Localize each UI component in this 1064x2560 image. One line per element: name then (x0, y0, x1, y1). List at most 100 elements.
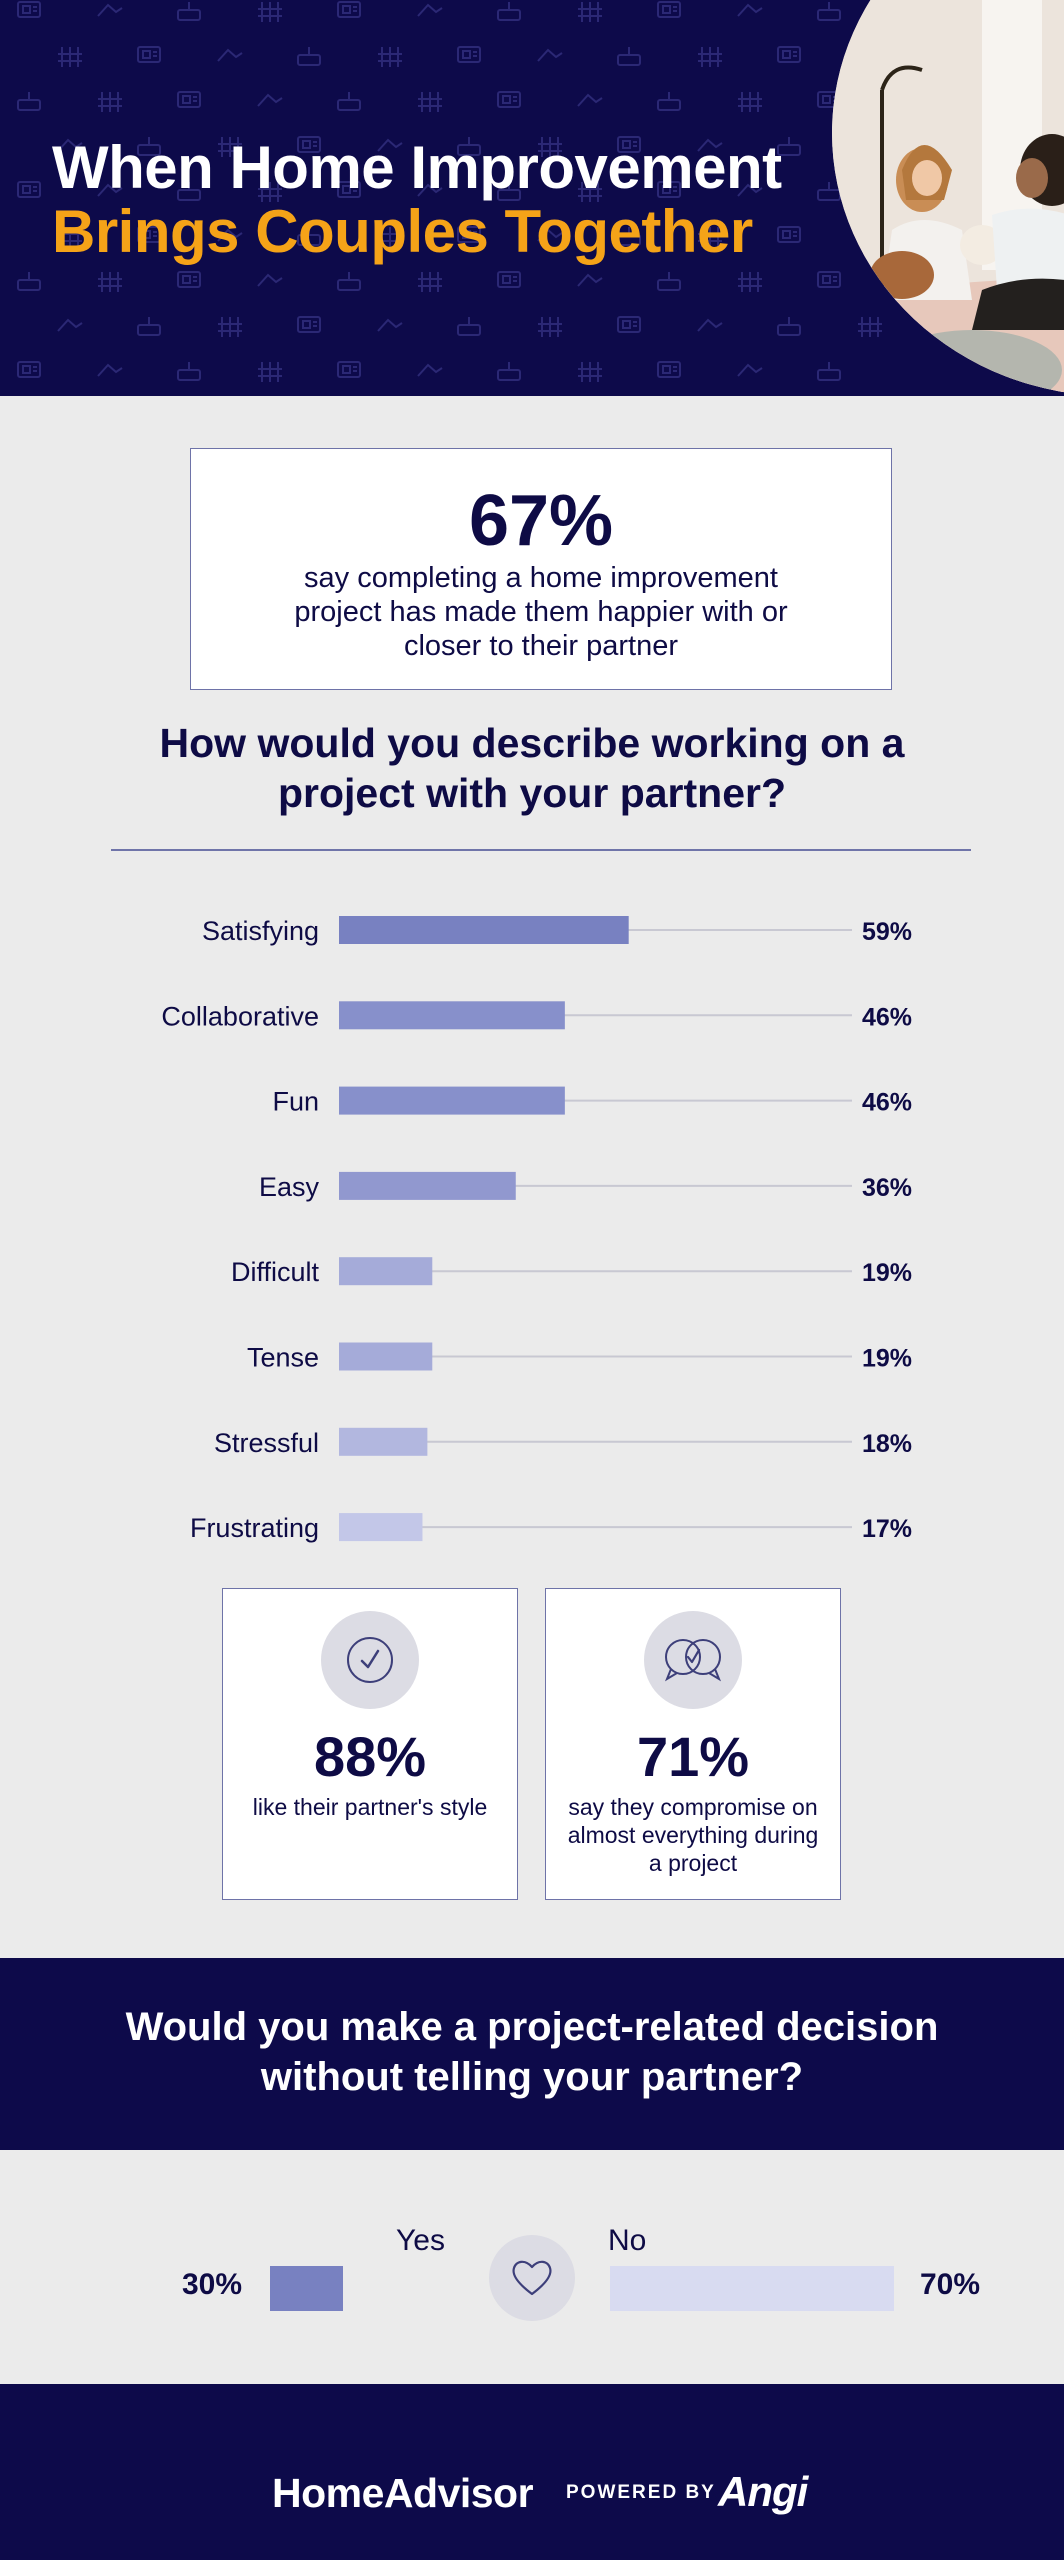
pattern-tool-icon (177, 361, 201, 381)
pattern-tool-icon (217, 49, 243, 62)
value-label: 36% (862, 1174, 912, 1202)
pattern-tool-icon (297, 46, 321, 66)
chat-bubbles-icon (644, 1611, 742, 1709)
stat-card-description: say they compromise on almost everything… (567, 1794, 819, 1876)
bar (339, 1086, 565, 1115)
decision-question: Would you make a project-related decisio… (125, 2005, 939, 2099)
category-label: Frustrating (190, 1513, 319, 1543)
pattern-tool-icon (97, 91, 123, 113)
yes-percent: 30% (182, 2268, 243, 2301)
bar (339, 1001, 565, 1030)
pattern-tool-icon (537, 316, 563, 338)
yes-label: Yes (396, 2224, 445, 2257)
stat-card-compromise: 71% say they compromise on almost everyt… (545, 1588, 841, 1900)
pattern-tool-icon (737, 364, 763, 377)
page-title-line2: Brings Couples Together (52, 198, 753, 265)
pattern-tool-icon (777, 316, 801, 336)
page-title-line1: When Home Improvement (52, 134, 782, 201)
category-label: Stressful (214, 1428, 319, 1458)
pattern-tool-icon (177, 91, 201, 108)
decision-question-banner: Would you make a project-related decisio… (0, 1958, 1064, 2150)
pattern-tool-icon (97, 4, 123, 17)
stat-card-description: like their partner's style (252, 1794, 488, 1820)
pattern-tool-icon (17, 91, 41, 111)
category-label: Easy (259, 1172, 320, 1202)
pattern-tool-icon (657, 1, 681, 18)
pattern-tool-icon (217, 316, 243, 338)
pattern-tool-icon (537, 49, 563, 62)
value-label: 46% (862, 1089, 912, 1117)
pattern-tool-icon (257, 94, 283, 107)
pattern-tool-icon (857, 316, 883, 338)
category-label: Tense (247, 1343, 319, 1373)
stat-card-value: 71% (636, 1725, 750, 1788)
top-stat-card: 67% say completing a home improvement pr… (190, 448, 892, 690)
pattern-tool-icon (337, 91, 361, 111)
homeadvisor-logo: HomeAdvisor (272, 2470, 534, 2516)
check-circle-icon (321, 1611, 419, 1709)
pattern-tool-icon (657, 361, 681, 378)
pattern-tool-icon (17, 1, 41, 18)
question-heading: How would you describe working on a proj… (159, 720, 905, 816)
angi-logo: Angi (718, 2468, 808, 2515)
pattern-tool-icon (57, 319, 83, 332)
pattern-tool-icon (417, 364, 443, 377)
pattern-tool-icon (257, 1, 283, 23)
pattern-tool-icon (577, 1, 603, 23)
category-label: Collaborative (161, 1001, 319, 1031)
pattern-tool-icon (497, 361, 521, 381)
category-label: Satisfying (202, 916, 319, 946)
powered-by-text: POWERED BY (566, 2482, 716, 2503)
pattern-tool-icon (737, 271, 763, 293)
pattern-tool-icon (617, 46, 641, 66)
pattern-tool-icon (337, 1, 361, 18)
header-banner: When Home Improvement Brings Couples Tog… (0, 0, 1064, 396)
pattern-tool-icon (337, 361, 361, 378)
value-label: 19% (862, 1259, 912, 1287)
heart-icon (489, 2235, 575, 2321)
stat-card-value: 88% (313, 1725, 427, 1788)
yes-no-comparison: Yes No 30% 70% (0, 2150, 1064, 2384)
bar (339, 1513, 423, 1542)
pattern-tool-icon (657, 91, 681, 111)
pattern-tool-icon (137, 316, 161, 336)
top-stat-description: say completing a home improvement projec… (294, 562, 788, 662)
category-label: Difficult (231, 1257, 320, 1287)
pattern-tool-icon (257, 361, 283, 383)
pattern-tool-icon (457, 316, 481, 336)
pattern-tool-icon (257, 274, 283, 287)
no-percent: 70% (920, 2268, 981, 2301)
value-label: 59% (862, 918, 912, 946)
pattern-tool-icon (577, 94, 603, 107)
pattern-tool-icon (17, 181, 41, 198)
bar (339, 1257, 433, 1286)
value-label: 17% (862, 1515, 912, 1543)
pattern-tool-icon (657, 271, 681, 291)
pattern-tool-icon (577, 361, 603, 383)
pattern-tool-icon (377, 46, 403, 68)
value-label: 19% (862, 1345, 912, 1373)
pattern-tool-icon (777, 226, 801, 243)
pattern-tool-icon (137, 46, 161, 63)
top-stat-value: 67% (468, 481, 614, 561)
no-label: No (608, 2224, 647, 2257)
pattern-tool-icon (177, 1, 201, 21)
pattern-tool-icon (297, 316, 321, 333)
pattern-tool-icon (497, 1, 521, 21)
value-label: 18% (862, 1430, 912, 1458)
pattern-tool-icon (497, 271, 521, 288)
pattern-tool-icon (417, 271, 443, 293)
pattern-tool-icon (497, 91, 521, 108)
pattern-tool-icon (737, 91, 763, 113)
pattern-tool-icon (417, 4, 443, 17)
category-label: Fun (272, 1087, 319, 1117)
pattern-tool-icon (337, 271, 361, 291)
pattern-tool-icon (97, 271, 123, 293)
pattern-tool-icon (177, 271, 201, 288)
no-bar (610, 2266, 894, 2311)
bar (339, 1427, 428, 1456)
pattern-tool-icon (417, 91, 443, 113)
yes-bar (270, 2266, 344, 2311)
pattern-tool-icon (737, 4, 763, 17)
bar-chart: Satisfying 59% Collaborative 46% Fun 46% Easy 3… (161, 916, 912, 1543)
